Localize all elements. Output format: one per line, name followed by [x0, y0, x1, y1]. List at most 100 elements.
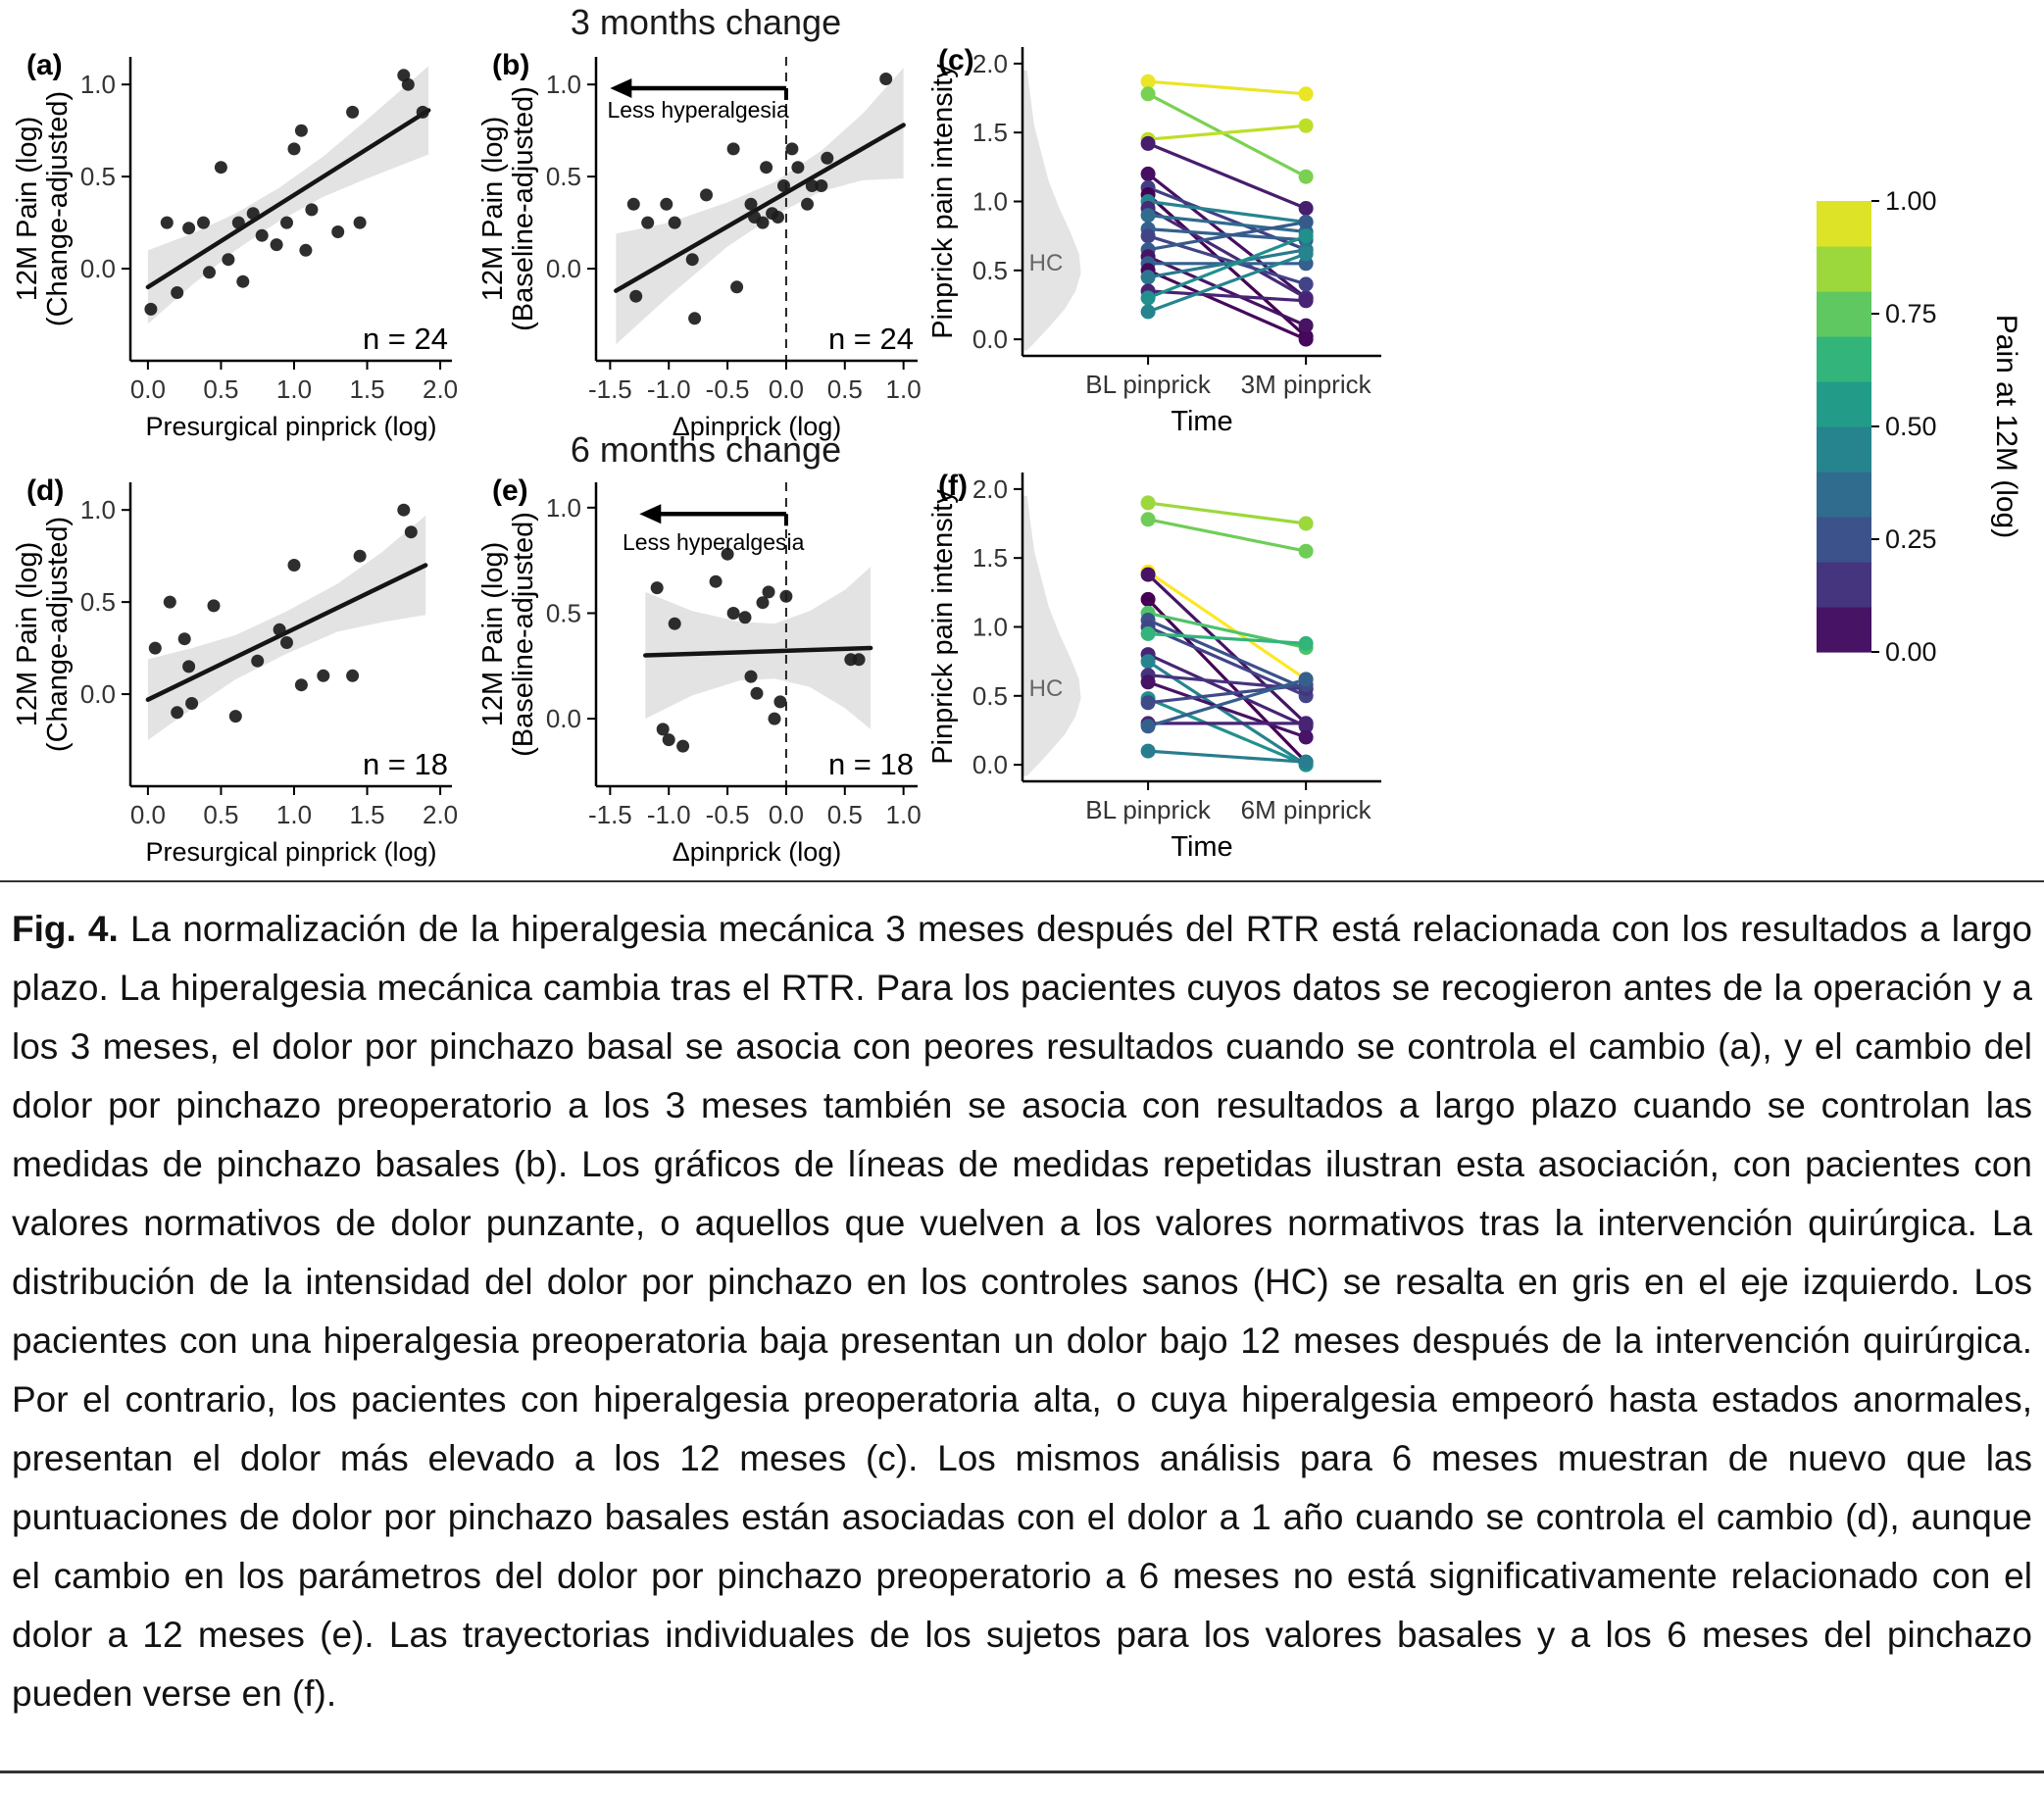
x-category-label: BL pinprick: [1085, 370, 1212, 399]
y-tick-label: 0.5: [546, 162, 581, 191]
colorbar-tick-label: 0.50: [1885, 412, 1937, 441]
row-title-6-months: 6 months change: [570, 429, 842, 470]
subject-point: [1140, 135, 1156, 151]
colorbar-swatch: [1817, 291, 1871, 337]
y-axis-label: (Change-adjusted): [42, 91, 74, 326]
x-tick-label: 0.0: [130, 800, 166, 829]
trajectory-line: [1147, 697, 1307, 767]
panel-label: (d): [26, 474, 64, 507]
data-point: [251, 654, 265, 668]
sample-size-annotation: n = 24: [363, 322, 448, 356]
subject-point: [1298, 318, 1314, 333]
data-point: [852, 653, 866, 667]
y-tick-label: 0.5: [972, 681, 1008, 711]
subject-point: [1140, 208, 1156, 224]
x-tick-label: 1.0: [886, 800, 922, 829]
data-point: [144, 302, 158, 316]
data-point: [404, 525, 418, 539]
y-axis-label: (Baseline-adjusted): [508, 86, 539, 331]
colorbar-legend: 1.00 0.75 0.50 0.25 0.00 Pain at 12M (log): [1817, 186, 2022, 667]
x-axis-label: Presurgical pinprick (log): [145, 412, 436, 441]
y-tick-label: 0.5: [80, 162, 116, 191]
subject-point: [1298, 215, 1314, 230]
data-point: [416, 105, 429, 119]
trajectory-line: [1147, 518, 1307, 553]
trajectory-line: [1147, 269, 1307, 341]
data-point: [317, 669, 330, 682]
confidence-band: [645, 567, 872, 729]
data-point: [762, 585, 775, 599]
data-point: [207, 599, 221, 613]
y-tick-label: 0.0: [80, 254, 116, 283]
subject-point: [1140, 654, 1156, 670]
subject-point: [1140, 86, 1156, 102]
y-axis-label: Pinprick pain intensity: [927, 489, 959, 765]
hc-label: HC: [1029, 675, 1064, 702]
data-point: [656, 723, 670, 736]
data-point: [214, 161, 227, 175]
data-point: [397, 503, 411, 517]
x-tick-label: 0.0: [769, 374, 804, 404]
arrow-label: Less hyperalgesia: [607, 97, 789, 123]
y-tick-label: 0.5: [80, 587, 116, 617]
regression-line: [614, 123, 906, 293]
data-point: [163, 595, 176, 609]
data-point: [182, 660, 196, 673]
colorbar-title: Pain at 12M (log): [1990, 315, 2022, 538]
x-tick-label: 2.0: [423, 800, 458, 829]
caption-label: Fig. 4.: [12, 909, 119, 949]
panel-label: (f): [938, 470, 968, 502]
trajectory-line: [1147, 653, 1307, 728]
sample-size-annotation: n = 18: [363, 747, 448, 781]
subject-point: [1140, 74, 1156, 89]
y-tick-label: 0.0: [972, 750, 1008, 779]
colorbar-swatch: [1817, 472, 1871, 518]
data-point: [294, 124, 308, 137]
trajectory-line: [1147, 501, 1307, 525]
data-point: [744, 197, 758, 211]
subject-point: [1140, 290, 1156, 306]
y-axis-label: 12M Pain (log): [15, 117, 43, 302]
y-tick-label: 2.0: [972, 474, 1008, 504]
subject-point: [1140, 512, 1156, 527]
data-point: [255, 228, 269, 242]
regression-line: [643, 645, 873, 658]
data-point: [700, 188, 713, 202]
data-point: [171, 706, 184, 720]
data-point: [294, 678, 308, 692]
data-point: [353, 216, 367, 229]
subject-point: [1140, 719, 1156, 734]
data-point: [401, 77, 415, 91]
data-point: [744, 670, 758, 683]
data-point: [626, 197, 640, 211]
y-tick-label: 1.5: [972, 118, 1008, 147]
y-tick-label: 1.0: [546, 70, 581, 99]
data-point: [231, 216, 245, 229]
trajectory-line: [1147, 749, 1307, 764]
trajectory-line: [1147, 141, 1307, 210]
subject-point: [1140, 495, 1156, 511]
x-axis-label: Time: [1171, 406, 1232, 437]
data-point: [246, 207, 260, 221]
subject-point: [1298, 754, 1314, 770]
x-axis-label: Presurgical pinprick (log): [145, 837, 436, 867]
trajectory-line: [1147, 124, 1307, 141]
trajectory-line: [1148, 289, 1307, 303]
subject-point: [1298, 169, 1314, 184]
data-point: [280, 636, 293, 649]
data-point: [709, 574, 723, 588]
y-tick-label: 1.0: [80, 495, 116, 524]
data-point: [750, 686, 764, 700]
y-tick-label: 1.0: [546, 493, 581, 523]
trajectory-line: [1147, 207, 1307, 300]
x-tick-label: 0.0: [130, 374, 166, 404]
x-axis-label: Time: [1171, 831, 1232, 863]
trajectory-line: [1147, 92, 1307, 178]
colorbar-swatch: [1817, 426, 1871, 473]
data-point: [688, 312, 702, 325]
regression-line: [145, 108, 431, 290]
data-point: [346, 669, 360, 682]
trajectory-line: [1147, 573, 1308, 725]
x-tick-label: 0.5: [827, 374, 863, 404]
data-point: [270, 238, 283, 252]
